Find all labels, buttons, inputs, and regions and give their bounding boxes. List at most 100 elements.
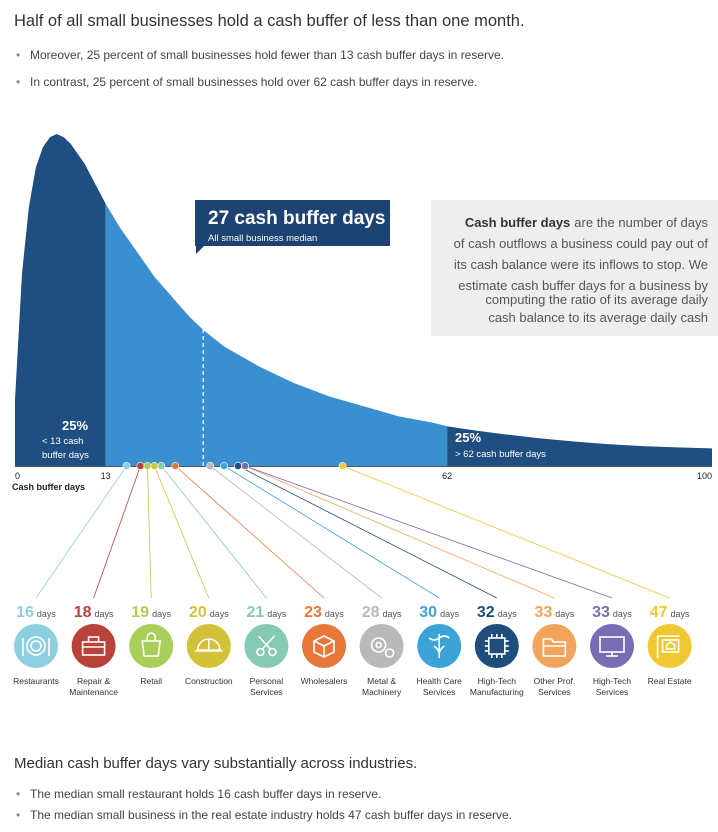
definition-line-2: of cash outflows a business could pay ou…: [454, 236, 709, 251]
median-markers: [122, 462, 347, 470]
industry-name: Personal: [250, 676, 284, 686]
median-marker: [143, 462, 152, 470]
median-marker: [220, 462, 228, 470]
low-quartile-label: 25% < 13 cash buffer days: [42, 418, 89, 461]
median-marker: [241, 462, 249, 470]
industry-name: Metal &: [367, 676, 396, 686]
bullet-item: Moreover, 25 percent of small businesses…: [14, 48, 504, 75]
median-marker: [206, 462, 215, 470]
leader-line: [237, 465, 497, 599]
median-subtitle: All small business median: [208, 233, 317, 244]
page-title: Half of all small businesses hold a cash…: [14, 12, 525, 30]
industry-days: 19 days: [131, 604, 171, 621]
footer-title: Median cash buffer days vary substantial…: [14, 755, 418, 772]
industry-days: 32 days: [477, 604, 517, 621]
industry-name: Construction: [185, 676, 233, 686]
leader-line: [223, 465, 440, 599]
industry-name: Real Estate: [648, 676, 692, 686]
bullet-item: The median small business in the real es…: [14, 808, 512, 829]
industry-list: 16 days Restaurants 18 days Repair &Maintenan…: [13, 604, 692, 697]
industry-name-line2: Services: [596, 687, 629, 697]
high-quartile-label: 25% > 62 cash buffer days: [455, 430, 546, 460]
bullet-item: In contrast, 25 percent of small busines…: [14, 75, 504, 102]
industry-days: 28 days: [362, 604, 402, 621]
industry-icon-circle: [647, 624, 692, 668]
x-tick-label: 13: [101, 471, 111, 481]
definition-line-1: Cash buffer days are the number of days: [465, 215, 709, 230]
industry-name: Restaurants: [13, 676, 59, 686]
industry-item: 18 days Repair &Maintenance: [69, 604, 118, 697]
x-axis-label: Cash buffer days: [12, 482, 85, 492]
footer-bullets: The median small restaurant holds 16 cas…: [14, 787, 512, 829]
caduceus-icon: [428, 634, 450, 658]
industry-name-line2: Machinery: [362, 687, 402, 697]
industry-days: 16 days: [16, 604, 56, 621]
plate-icon: [22, 636, 50, 656]
industry-name-line2: Services: [250, 687, 283, 697]
scissors-icon: [256, 635, 277, 657]
definition-line-4: estimate cash buffer days for a business…: [458, 278, 708, 293]
industry-icon-circle: [244, 624, 289, 668]
median-box: [195, 200, 390, 254]
industry-days: 20 days: [189, 604, 229, 621]
median-marker: [157, 462, 166, 470]
definition-background: [431, 200, 718, 336]
industry-item: 33 days Other Prof.Services: [532, 604, 577, 697]
x-tick-label: 100: [697, 471, 712, 481]
median-marker: [338, 462, 347, 470]
industry-icon-circle: [14, 624, 58, 668]
median-title: 27 cash buffer days: [208, 208, 385, 229]
definition-line-5: computing the ratio of its average daily: [485, 292, 708, 307]
leader-line: [35, 465, 127, 599]
industry-name: Repair &: [77, 676, 110, 686]
chip-icon: [484, 634, 509, 658]
industry-name: High-Tech: [478, 676, 517, 686]
definition-line-6: cash balance to its average daily cash: [488, 310, 708, 325]
industry-name: Wholesalers: [301, 676, 348, 686]
leader-line: [244, 465, 613, 599]
low-quartile-area: [15, 134, 106, 466]
median-callout: 27 cash buffer days All small business m…: [195, 200, 390, 254]
middle-area: [105, 203, 448, 466]
leader-line: [175, 465, 325, 599]
industry-days: 33 days: [534, 604, 574, 621]
shopping-bag-icon: [141, 632, 162, 657]
industry-name-line2: Maintenance: [69, 687, 118, 697]
leader-line: [161, 465, 267, 599]
distribution-chart: 27 cash buffer days All small business m…: [12, 134, 718, 697]
leader-line: [209, 465, 382, 599]
industry-days: 30 days: [419, 604, 459, 621]
median-marker: [122, 462, 131, 470]
toolbox-icon: [81, 636, 106, 656]
industry-name: High-Tech: [593, 676, 632, 686]
hard-hat-icon: [194, 638, 223, 652]
industry-days: 23 days: [304, 604, 344, 621]
x-tick-label: 0: [15, 471, 20, 481]
industry-days: 21 days: [246, 604, 286, 621]
industry-icon-circle: [129, 624, 174, 668]
industry-item: 28 days Metal &Machinery: [359, 604, 404, 697]
industry-name-line2: Services: [423, 687, 456, 697]
high-quartile-pct: 25%: [455, 430, 481, 445]
low-quartile-pct: 25%: [62, 418, 88, 433]
x-axis-ticks: 0 13 62 100: [15, 471, 712, 481]
industry-days: 33 days: [592, 604, 632, 621]
leader-line: [147, 465, 152, 599]
industry-item: 20 days Construction: [185, 604, 233, 686]
definition-box: Cash buffer days are the number of days o…: [431, 200, 718, 336]
folder-icon: [542, 638, 567, 657]
industry-name: Other Prof.: [534, 676, 576, 686]
median-marker: [171, 462, 180, 470]
monitor-icon: [599, 636, 625, 657]
industry-item: 16 days Restaurants: [13, 604, 59, 686]
low-quartile-line1: < 13 cash: [42, 436, 83, 447]
industry-item: 47 days Real Estate: [647, 604, 692, 686]
industry-name-line2: Manufacturing: [470, 687, 524, 697]
industry-name-line2: Services: [538, 687, 571, 697]
leader-line: [154, 465, 210, 599]
median-marker: [234, 462, 242, 470]
